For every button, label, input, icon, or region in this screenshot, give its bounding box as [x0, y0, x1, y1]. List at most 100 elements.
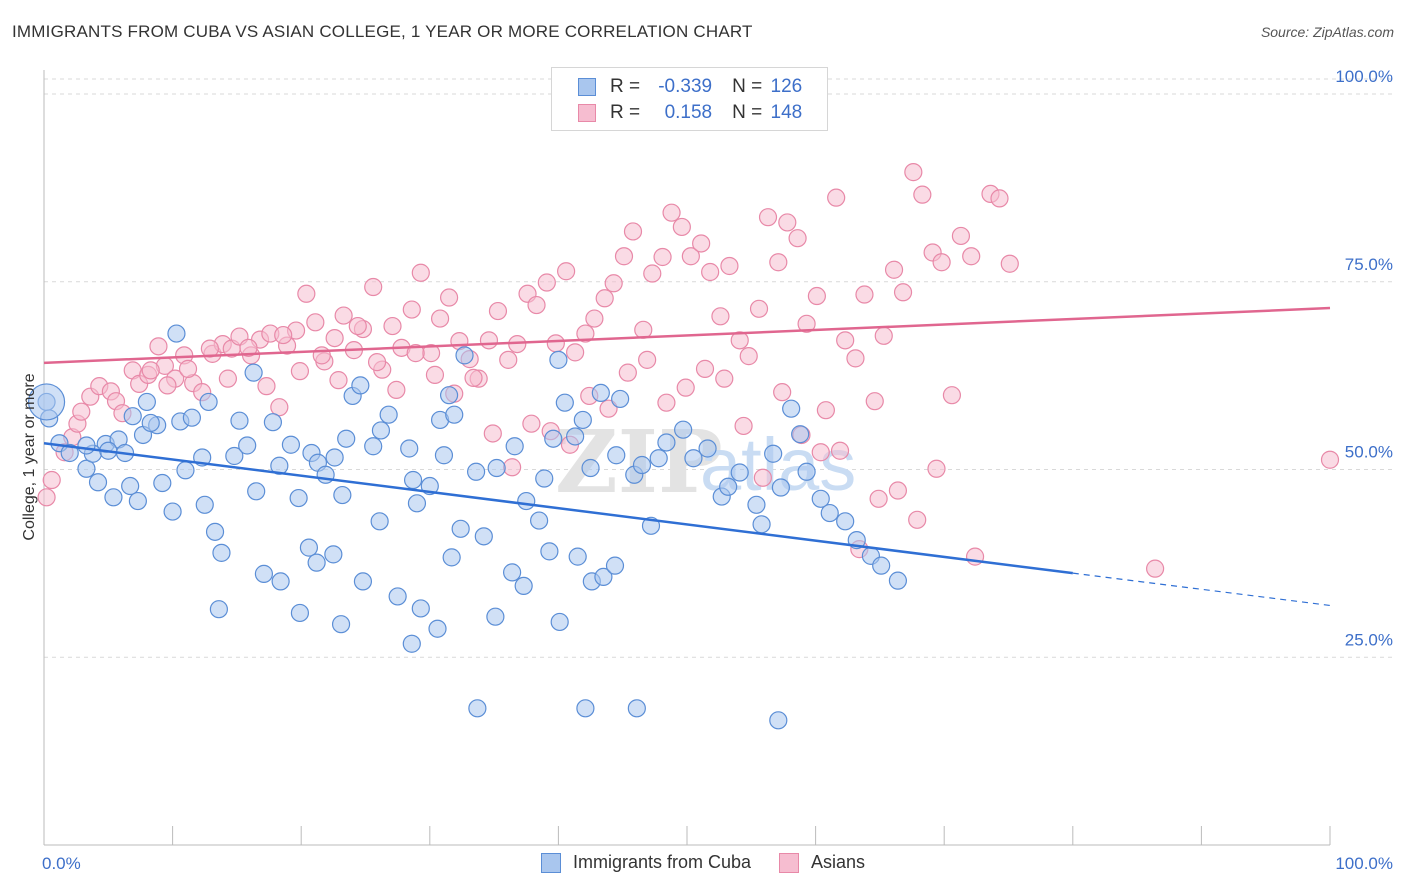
cuba-point[interactable]: [566, 427, 585, 446]
cuba-point[interactable]: [594, 567, 613, 587]
cuba-point[interactable]: [121, 476, 140, 496]
asians-point[interactable]: [425, 365, 445, 384]
asians-point[interactable]: [200, 339, 219, 358]
cuba-point[interactable]: [60, 443, 79, 463]
asians-point[interactable]: [830, 441, 850, 460]
asians-point[interactable]: [720, 256, 739, 276]
cuba-point[interactable]: [657, 433, 676, 452]
asians-point[interactable]: [464, 368, 483, 387]
cuba-point[interactable]: [517, 491, 536, 511]
cuba-point[interactable]: [195, 495, 214, 514]
cuba-point[interactable]: [455, 346, 474, 365]
cuba-point[interactable]: [782, 399, 801, 418]
asians-point[interactable]: [618, 363, 637, 382]
cuba-point[interactable]: [205, 522, 225, 541]
asians-point[interactable]: [239, 338, 258, 357]
cuba-point[interactable]: [505, 437, 524, 456]
asians-point[interactable]: [312, 346, 331, 365]
asians-point[interactable]: [715, 369, 734, 388]
asians-point[interactable]: [681, 247, 700, 266]
asians-point[interactable]: [72, 402, 91, 421]
cuba-point[interactable]: [439, 386, 459, 405]
cuba-point[interactable]: [474, 527, 493, 546]
asians-point[interactable]: [522, 414, 541, 433]
cuba-point[interactable]: [811, 489, 830, 508]
asians-point[interactable]: [634, 320, 653, 339]
cuba-point[interactable]: [555, 393, 574, 412]
asians-point[interactable]: [846, 349, 865, 368]
cuba-point[interactable]: [684, 449, 703, 468]
cuba-point[interactable]: [379, 405, 398, 424]
cuba-point[interactable]: [182, 408, 201, 427]
cuba-point[interactable]: [299, 538, 319, 557]
cuba-point[interactable]: [271, 572, 290, 591]
asians-point[interactable]: [334, 306, 353, 325]
cuba-point[interactable]: [307, 553, 326, 572]
cuba-point[interactable]: [535, 469, 554, 488]
cuba-point[interactable]: [209, 600, 228, 619]
cuba-point[interactable]: [199, 392, 218, 412]
cuba-point[interactable]: [77, 436, 96, 455]
asians-point[interactable]: [942, 386, 962, 405]
cuba-point[interactable]: [627, 699, 646, 718]
cuba-point[interactable]: [591, 383, 610, 403]
cuba-point[interactable]: [270, 456, 289, 475]
asians-point[interactable]: [430, 309, 450, 328]
asians-point[interactable]: [599, 399, 618, 418]
asians-point[interactable]: [904, 163, 923, 182]
asians-point[interactable]: [836, 331, 855, 350]
cuba-point[interactable]: [325, 448, 344, 467]
asians-point[interactable]: [888, 481, 908, 500]
asians-point[interactable]: [865, 392, 884, 411]
asians-point[interactable]: [1146, 559, 1165, 578]
cuba-point[interactable]: [370, 512, 389, 531]
asians-point[interactable]: [411, 263, 430, 282]
cuba-point[interactable]: [530, 511, 549, 530]
asians-point[interactable]: [807, 286, 826, 306]
asians-point[interactable]: [364, 277, 383, 297]
cuba-point[interactable]: [247, 482, 266, 501]
asians-point[interactable]: [753, 468, 772, 487]
cuba-point[interactable]: [747, 495, 766, 514]
asians-point[interactable]: [158, 376, 177, 395]
cuba-point[interactable]: [442, 548, 461, 567]
cuba-point[interactable]: [445, 405, 464, 424]
asians-point[interactable]: [306, 313, 325, 332]
cuba-point[interactable]: [324, 545, 343, 564]
cuba-point[interactable]: [888, 571, 908, 590]
asians-point[interactable]: [402, 300, 421, 319]
asians-point[interactable]: [769, 253, 788, 272]
asians-point[interactable]: [329, 371, 348, 390]
cuba-point[interactable]: [568, 547, 587, 566]
asians-point[interactable]: [576, 324, 595, 343]
cuba-point[interactable]: [698, 439, 717, 458]
cuba-point[interactable]: [402, 634, 421, 653]
asians-point[interactable]: [676, 378, 695, 397]
asians-point[interactable]: [778, 213, 797, 232]
cuba-point[interactable]: [388, 587, 407, 606]
asians-point[interactable]: [218, 369, 237, 388]
asians-point[interactable]: [827, 188, 846, 207]
cuba-point[interactable]: [872, 556, 891, 575]
cuba-point[interactable]: [791, 425, 810, 444]
cuba-point[interactable]: [820, 503, 839, 523]
cuba-point[interactable]: [468, 699, 487, 718]
asians-point[interactable]: [348, 316, 367, 336]
asians-point[interactable]: [1000, 254, 1019, 273]
asians-point[interactable]: [604, 274, 623, 293]
cuba-point[interactable]: [88, 473, 108, 492]
cuba-point[interactable]: [123, 407, 142, 426]
asians-point[interactable]: [623, 222, 643, 241]
asians-point[interactable]: [893, 283, 913, 302]
asians-point[interactable]: [383, 316, 402, 336]
cuba-point[interactable]: [238, 436, 257, 455]
asians-point[interactable]: [499, 350, 518, 369]
asians-point[interactable]: [811, 443, 830, 462]
asians-point[interactable]: [730, 331, 749, 350]
asians-point[interactable]: [734, 416, 753, 436]
cuba-point[interactable]: [289, 488, 308, 508]
asians-point[interactable]: [325, 328, 344, 348]
asians-point[interactable]: [990, 189, 1009, 208]
cuba-point[interactable]: [128, 491, 147, 511]
asians-point[interactable]: [406, 344, 425, 363]
